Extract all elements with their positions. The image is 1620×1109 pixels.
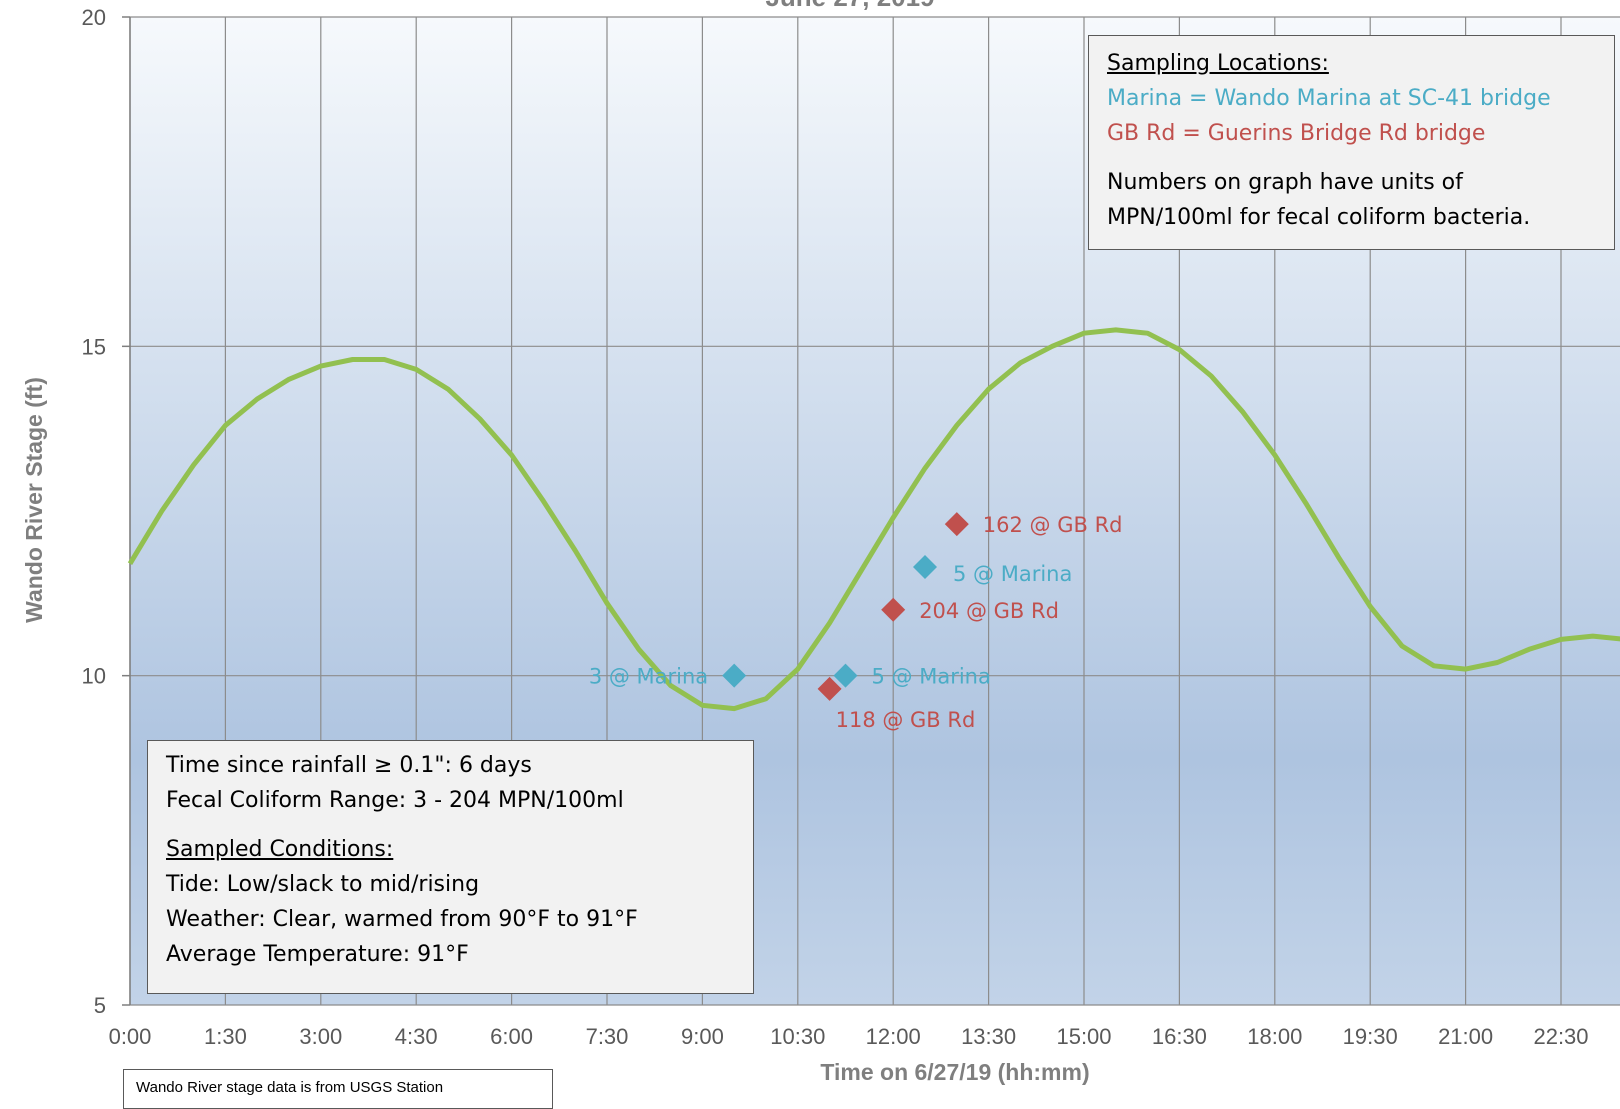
series bbox=[127, 327, 1620, 712]
x-tick-label: 16:30 bbox=[1152, 1024, 1207, 1049]
sample-label: 5 @ Marina bbox=[953, 562, 1072, 586]
axes bbox=[122, 16, 131, 1006]
sample-marker bbox=[913, 554, 937, 579]
weather-text: Weather: Clear, warmed from 90°F to 91°F bbox=[166, 907, 638, 932]
legend-marina: Marina = Wando Marina at SC-41 bridge bbox=[1107, 86, 1551, 111]
legend-gbrd: GB Rd = Guerins Bridge Rd bridge bbox=[1107, 121, 1486, 146]
x-tick-label: 7:30 bbox=[586, 1024, 629, 1049]
sample-label: 5 @ Marina bbox=[872, 665, 991, 689]
legend-heading: Sampling Locations: bbox=[1107, 51, 1329, 76]
y-tick-label: 20 bbox=[82, 5, 106, 30]
conditions-heading: Sampled Conditions: bbox=[166, 837, 394, 862]
x-tick-label: 4:30 bbox=[395, 1024, 438, 1049]
x-axis-title: Time on 6/27/19 (hh:mm) bbox=[820, 1059, 1089, 1085]
x-tick-label: 6:00 bbox=[490, 1024, 533, 1049]
sample-marker bbox=[944, 512, 969, 537]
y-tick-label: 5 bbox=[94, 993, 106, 1018]
y-axis-title: Wando River Stage (ft) bbox=[21, 377, 47, 623]
tick-labels: 5 10 15 20 0:00 1:30 3:00 4:30 6:00 7:30 9:00 10:30… bbox=[82, 5, 1589, 1049]
chart-title: June 27, 2019 bbox=[765, 0, 934, 12]
rainfall-text: Time since rainfall ≥ 0.1": 6 days bbox=[166, 753, 532, 778]
x-tick-label: 19:30 bbox=[1343, 1024, 1398, 1049]
sample-marker bbox=[722, 663, 747, 688]
sample-label: 204 @ GB Rd bbox=[919, 599, 1059, 623]
legend-note-line-2: MPN/100ml for fecal coliform bacteria. bbox=[1107, 205, 1531, 230]
sample-label: 162 @ GB Rd bbox=[983, 513, 1123, 537]
temperature-text: Average Temperature: 91°F bbox=[166, 942, 469, 967]
x-tick-label: 21:00 bbox=[1438, 1024, 1493, 1049]
sample-marker bbox=[881, 597, 906, 622]
x-tick-label: 9:00 bbox=[681, 1024, 724, 1049]
x-tick-label: 15:00 bbox=[1056, 1024, 1111, 1049]
x-tick-label: 18:00 bbox=[1247, 1024, 1302, 1049]
legend-box: Sampling Locations: Marina = Wando Marin… bbox=[1088, 35, 1615, 250]
stage-line bbox=[127, 327, 1620, 712]
gridlines bbox=[129, 16, 1620, 1006]
x-tick-label: 13:30 bbox=[961, 1024, 1016, 1049]
sample-label: 118 @ GB Rd bbox=[836, 708, 976, 732]
legend-note-line-1: Numbers on graph have units of bbox=[1107, 170, 1463, 195]
x-tick-label: 3:00 bbox=[299, 1024, 342, 1049]
x-tick-label: 0:00 bbox=[109, 1024, 152, 1049]
x-tick-label: 10:30 bbox=[770, 1024, 825, 1049]
sample-label: 3 @ Marina bbox=[589, 665, 708, 689]
sample-marker bbox=[817, 676, 842, 701]
x-tick-label: 12:00 bbox=[866, 1024, 921, 1049]
x-tick-label: 1:30 bbox=[204, 1024, 247, 1049]
x-tick-label: 22:30 bbox=[1533, 1024, 1588, 1049]
tide-text: Tide: Low/slack to mid/rising bbox=[166, 872, 480, 897]
sample-points: 3 @ Marina 5 @ Marina 5 @ Marina 118 @ GB R… bbox=[589, 512, 1123, 732]
range-text: Fecal Coliform Range: 3 - 204 MPN/100ml bbox=[166, 788, 624, 813]
y-tick-label: 15 bbox=[82, 334, 106, 359]
source-note: Wando River stage data is from USGS Stat… bbox=[123, 1069, 553, 1109]
info-box: Time since rainfall ≥ 0.1": 6 days Fecal… bbox=[147, 740, 754, 994]
sample-marker bbox=[833, 663, 858, 688]
y-tick-label: 10 bbox=[82, 664, 106, 689]
